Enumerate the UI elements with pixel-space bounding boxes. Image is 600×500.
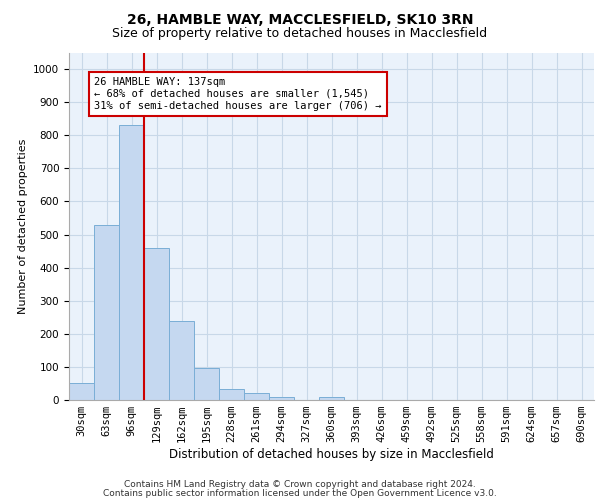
Bar (319, 396, 344, 400)
Text: Contains public sector information licensed under the Open Government Licence v3: Contains public sector information licen… (103, 488, 497, 498)
Text: 26, HAMBLE WAY, MACCLESFIELD, SK10 3RN: 26, HAMBLE WAY, MACCLESFIELD, SK10 3RN (127, 12, 473, 26)
X-axis label: Distribution of detached houses by size in Macclesfield: Distribution of detached houses by size … (169, 448, 494, 461)
Bar (94, 224, 119, 400)
Text: 26 HAMBLE WAY: 137sqm
← 68% of detached houses are smaller (1,545)
31% of semi-d: 26 HAMBLE WAY: 137sqm ← 68% of detached … (94, 78, 382, 110)
Text: Contains HM Land Registry data © Crown copyright and database right 2024.: Contains HM Land Registry data © Crown c… (124, 480, 476, 489)
Bar (119, 126, 144, 400)
Bar (244, 394, 269, 400)
Text: Size of property relative to detached houses in Macclesfield: Size of property relative to detached ho… (112, 28, 488, 40)
Bar (169, 320, 194, 400)
Bar (144, 248, 169, 400)
Y-axis label: Number of detached properties: Number of detached properties (17, 138, 28, 314)
Bar (194, 368, 219, 400)
Bar (269, 396, 294, 400)
Bar (69, 384, 94, 400)
Bar (219, 389, 244, 400)
